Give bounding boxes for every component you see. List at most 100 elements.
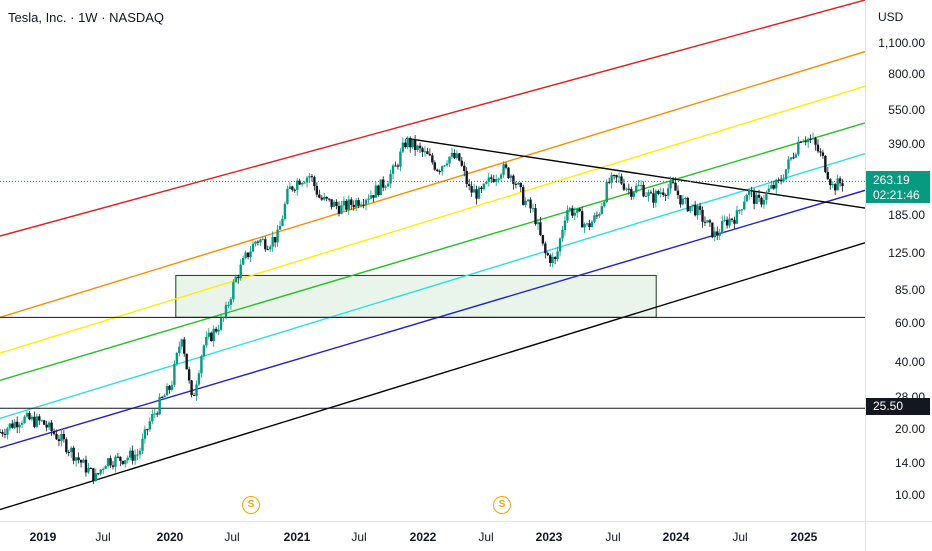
candle-body — [799, 141, 802, 143]
candle-body — [431, 155, 434, 163]
candle-body — [463, 165, 466, 172]
candle-body — [227, 304, 230, 306]
candle-body — [757, 194, 761, 198]
candle-body — [477, 187, 481, 199]
candle-body — [335, 201, 338, 206]
candle-body — [571, 208, 574, 216]
candle-body — [291, 186, 294, 190]
candle-body — [369, 195, 373, 199]
candle-body — [838, 178, 842, 184]
candle-body — [126, 457, 129, 461]
candle-body — [829, 179, 832, 186]
time-tick: Jul — [224, 530, 240, 544]
candle-body — [57, 439, 61, 442]
candle-body — [487, 177, 491, 182]
candle-body — [165, 386, 169, 396]
candle-body — [141, 438, 144, 451]
candle-body — [770, 185, 773, 189]
candle-body — [718, 233, 721, 236]
candle-body — [639, 185, 643, 187]
candle-body — [330, 199, 333, 207]
candle-body — [549, 255, 552, 263]
candle-body — [512, 175, 515, 184]
candle-body — [659, 192, 662, 194]
candle-body — [595, 215, 599, 217]
candle-body — [160, 396, 164, 398]
candle-body — [320, 197, 323, 200]
time-axis[interactable]: 2019 Jul 2020 Jul 2021 Jul 2022 Jul 2023… — [0, 521, 865, 551]
candle-body — [440, 166, 444, 172]
zone-rectangle — [175, 274, 657, 318]
candle-body — [205, 336, 208, 346]
trendline — [0, 189, 865, 449]
currency-label[interactable]: USD — [878, 10, 904, 24]
candle-body — [384, 186, 387, 188]
candle-body — [588, 223, 591, 228]
candle-body — [698, 205, 702, 210]
candle-body — [30, 416, 34, 420]
dividend-marker-icon[interactable]: S — [493, 496, 511, 514]
candle-body — [455, 153, 459, 159]
candle-body — [372, 195, 375, 198]
candle-body — [816, 144, 820, 152]
candle-body — [841, 183, 844, 187]
candle-body — [797, 141, 800, 155]
candle-body — [590, 221, 594, 228]
candle-body — [620, 176, 623, 184]
candle-body — [453, 152, 456, 159]
candle-body — [514, 183, 518, 185]
candle-body — [824, 155, 827, 173]
dividend-marker-icon[interactable]: S — [242, 496, 260, 514]
candle-body — [411, 139, 414, 148]
candle-body — [745, 194, 748, 202]
candle-body — [386, 183, 390, 187]
candle-body — [490, 177, 493, 179]
candle-body — [787, 159, 790, 170]
candle-body — [298, 180, 301, 185]
price-tick: 800.00 — [888, 67, 925, 81]
candle-body — [15, 421, 19, 428]
candle-body — [833, 184, 837, 191]
candle-body — [180, 339, 183, 347]
candle-body — [686, 197, 689, 212]
candle-body — [283, 203, 287, 219]
price-chart-plot[interactable] — [0, 0, 865, 521]
chart-title: Tesla, Inc. · 1W · NASDAQ — [8, 10, 165, 25]
candle-body — [1, 432, 4, 434]
candle-body — [723, 219, 726, 221]
candle-body — [148, 421, 152, 430]
candle-body — [20, 422, 24, 425]
candle-body — [264, 239, 267, 250]
candle-body — [313, 177, 316, 186]
candle-body — [728, 218, 731, 226]
candle-body — [492, 178, 495, 182]
candle-body — [367, 198, 370, 200]
candle-body — [711, 222, 714, 238]
time-tick: 2024 — [662, 530, 690, 544]
candle-body — [703, 221, 707, 223]
candle-body — [485, 181, 488, 184]
candle-body — [357, 200, 360, 206]
price-tick: 40.00 — [894, 355, 925, 369]
candle-body — [583, 224, 586, 228]
price-axis[interactable]: USD 1,100.00 800.00 550.00 390.00 185.00… — [865, 0, 932, 521]
price-tick: 125.00 — [888, 246, 925, 260]
candle-body — [671, 181, 675, 183]
candle-body — [92, 468, 95, 481]
candle-body — [379, 179, 382, 196]
candle-body — [6, 428, 9, 435]
candle-body — [74, 457, 78, 461]
candle-body — [190, 380, 193, 396]
candle-body — [244, 252, 247, 259]
candle-body — [79, 459, 83, 463]
time-tick: Jul — [351, 530, 367, 544]
candle-body — [625, 188, 628, 190]
price-tick: 390.00 — [888, 137, 925, 151]
candle-body — [168, 386, 171, 390]
candle-body — [229, 299, 233, 305]
candle-body — [33, 416, 36, 427]
candle-body — [269, 246, 272, 250]
candle-body — [652, 193, 655, 203]
trendline — [0, 85, 865, 354]
candle-body — [300, 182, 304, 185]
